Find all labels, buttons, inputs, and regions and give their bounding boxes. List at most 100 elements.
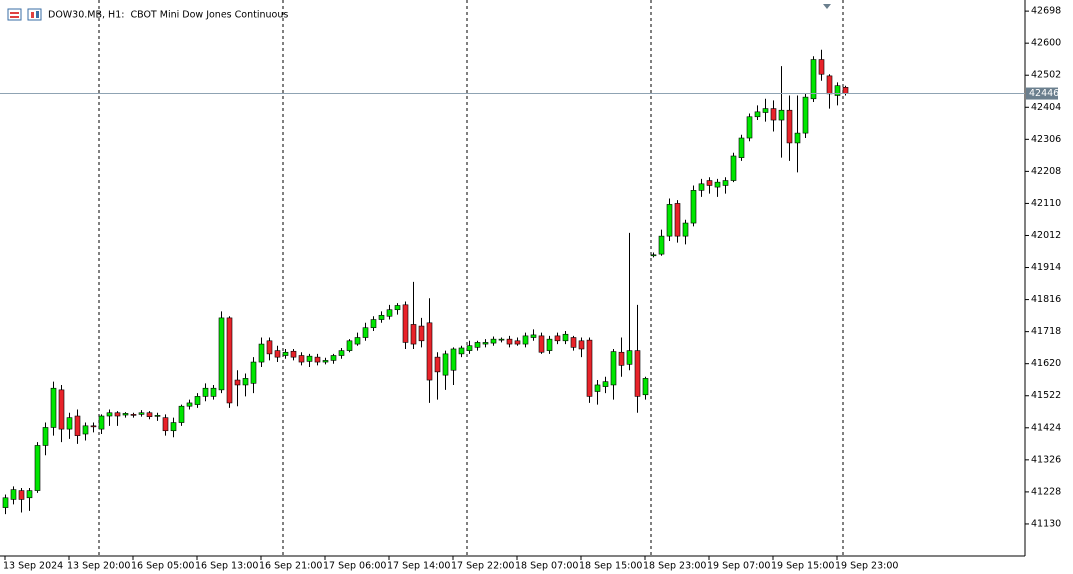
candle-body	[802, 96, 809, 134]
candle-body	[674, 203, 681, 237]
title-icons	[7, 8, 42, 21]
candle-body	[290, 350, 297, 358]
candle-body	[498, 338, 505, 341]
candle-body	[90, 425, 97, 428]
y-tick-label: 41620	[1031, 358, 1061, 369]
candle-body	[2, 497, 9, 508]
y-tick-label: 42698	[1031, 6, 1061, 17]
x-tick-label: 17 Sep 06:00	[323, 561, 386, 572]
candle-body	[138, 412, 145, 415]
x-tick-label: 19 Sep 23:00	[835, 561, 898, 572]
candle-body	[546, 338, 553, 351]
candle-body	[610, 351, 617, 386]
candle-body	[730, 155, 737, 181]
candle-body	[338, 350, 345, 356]
candle-body	[562, 333, 569, 342]
candle-body	[26, 490, 33, 499]
candle-body	[42, 427, 49, 446]
candle-body	[570, 337, 577, 348]
icon	[27, 8, 42, 21]
candle-body	[106, 412, 113, 417]
candle-body	[122, 413, 129, 416]
x-tick-label: 18 Sep 23:00	[643, 561, 706, 572]
candle-body	[810, 59, 817, 100]
candle-body	[10, 489, 17, 500]
candle-body	[170, 422, 177, 432]
candle-body	[530, 334, 537, 338]
candle-body	[666, 204, 673, 237]
candle-body	[434, 356, 441, 373]
y-tick-label: 41522	[1031, 390, 1061, 401]
candle-body	[266, 340, 273, 355]
candle-body	[698, 183, 705, 191]
x-tick-label: 16 Sep 21:00	[259, 561, 322, 572]
y-tick-label: 42208	[1031, 166, 1061, 177]
candle-body	[538, 335, 545, 353]
candle-body	[626, 350, 633, 365]
icon	[10, 12, 19, 14]
candle-body	[82, 425, 89, 435]
candle-body	[378, 314, 385, 320]
y-tick-label: 42502	[1031, 70, 1061, 81]
candle-body	[58, 389, 65, 430]
candle-body	[66, 417, 73, 430]
candle-body	[794, 132, 801, 144]
y-tick-label: 42404	[1031, 102, 1061, 113]
x-tick-label: 18 Sep 07:00	[515, 561, 578, 572]
candle-body	[154, 415, 161, 417]
candle-body	[370, 319, 377, 329]
candle-body	[250, 361, 257, 384]
candle-body	[210, 387, 217, 397]
candle-body	[690, 190, 697, 224]
candle-body	[402, 304, 409, 343]
candle-body	[242, 378, 249, 386]
candle-body	[770, 108, 777, 121]
icon	[10, 16, 19, 18]
x-tick-label: 19 Sep 07:00	[707, 561, 770, 572]
candle-body	[594, 384, 601, 392]
candle-body	[746, 116, 753, 139]
candle-body	[722, 180, 729, 186]
candle-body	[578, 340, 585, 350]
candle-body	[482, 342, 489, 345]
candle-body	[258, 343, 265, 363]
candle-body	[714, 181, 721, 188]
candle-body	[186, 402, 193, 407]
y-tick-label: 41816	[1031, 294, 1061, 305]
x-tick-label: 18 Sep 15:00	[579, 561, 642, 572]
candle-body	[778, 109, 785, 121]
candle-body	[202, 387, 209, 397]
candle-body	[450, 348, 457, 371]
candle-body	[426, 322, 433, 381]
candle-body	[602, 381, 609, 387]
candle-body	[274, 350, 281, 358]
candle-body	[194, 396, 201, 405]
x-tick-label: 16 Sep 13:00	[195, 561, 258, 572]
candle-body	[298, 355, 305, 363]
icon	[7, 8, 22, 21]
y-tick-label: 42600	[1031, 38, 1061, 49]
candle-body	[218, 317, 225, 391]
candle-body	[682, 222, 689, 237]
y-tick-label: 41914	[1031, 262, 1061, 273]
candle-body	[506, 338, 513, 345]
candle-body	[226, 317, 233, 404]
candle-body	[386, 309, 393, 317]
y-tick-label: 42012	[1031, 230, 1061, 241]
candle-body	[18, 490, 25, 500]
candle-body	[474, 342, 481, 348]
candle-body	[842, 87, 849, 94]
y-tick-label: 41130	[1031, 518, 1061, 529]
candle-body	[466, 345, 473, 351]
candle-body	[394, 305, 401, 311]
candle-body	[282, 351, 289, 356]
icon	[31, 12, 34, 18]
candle-body	[650, 254, 657, 257]
shift-marker	[823, 4, 831, 9]
x-tick-label: 19 Sep 15:00	[771, 561, 834, 572]
candle-body	[738, 137, 745, 158]
y-tick-label: 42306	[1031, 134, 1061, 145]
y-tick-label: 41228	[1031, 486, 1061, 497]
candle-body	[74, 415, 81, 436]
